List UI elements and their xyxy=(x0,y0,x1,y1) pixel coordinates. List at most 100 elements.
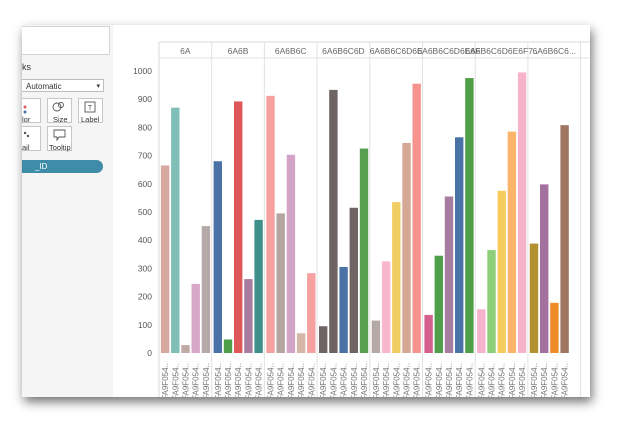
panel-header: 6A6B6C6D6E xyxy=(370,46,423,56)
x-tick-label: FA9F054.. xyxy=(350,363,359,397)
color-button[interactable] xyxy=(22,98,41,123)
x-tick-label: FA9F054.. xyxy=(360,363,369,397)
bar xyxy=(329,89,338,354)
size-button[interactable] xyxy=(47,98,72,123)
x-tick-label: FA9F054.. xyxy=(530,363,539,397)
y-tick-label: 400 xyxy=(138,235,152,245)
y-tick-label: 800 xyxy=(138,122,152,132)
bar xyxy=(477,309,486,353)
bar xyxy=(296,333,306,353)
bar xyxy=(244,279,253,353)
x-tick-label: FA9F054.. xyxy=(307,363,316,397)
bar xyxy=(276,213,285,353)
x-tick-label: FA9F054.. xyxy=(161,363,170,397)
x-tick-label: FA9F054.. xyxy=(435,363,444,397)
bar xyxy=(540,184,549,353)
marks-card-title: ks xyxy=(22,62,31,72)
y-tick-label: 300 xyxy=(138,263,152,273)
bar xyxy=(392,202,401,353)
x-tick-label: FA9F054.. xyxy=(329,363,338,397)
filters-shelf[interactable] xyxy=(22,26,110,55)
bar xyxy=(181,345,190,353)
size-icon xyxy=(52,102,64,112)
x-tick-label: FA9F054.. xyxy=(372,363,381,397)
x-tick-label: FA9F054.. xyxy=(182,363,191,397)
color-label: lor xyxy=(22,115,31,124)
bar xyxy=(465,78,474,354)
y-tick-label: 700 xyxy=(138,151,152,161)
bar xyxy=(359,148,369,353)
bar xyxy=(517,72,527,353)
x-tick-label: FA9F054.. xyxy=(425,363,434,397)
tooltip-icon xyxy=(53,129,66,142)
bar xyxy=(455,137,464,353)
tooltip-button[interactable] xyxy=(47,126,72,151)
bar xyxy=(560,125,569,353)
x-tick-label: FA9F054.. xyxy=(287,363,296,397)
bar xyxy=(201,226,211,353)
x-tick-label: FA9F054.. xyxy=(319,363,328,397)
detail-label: ail xyxy=(22,143,30,152)
bar xyxy=(319,326,328,353)
mark-type-dropdown[interactable]: Automatic ▾ xyxy=(22,79,104,92)
tooltip-label: Tooltip xyxy=(49,143,71,152)
x-tick-label: FA9F054.. xyxy=(244,363,253,397)
bar xyxy=(497,190,506,353)
bar xyxy=(402,142,411,353)
x-tick-label: FA9F054.. xyxy=(540,363,549,397)
x-tick-label: FA9F054.. xyxy=(224,363,233,397)
label-button[interactable]: T xyxy=(78,98,103,123)
x-tick-label: FA9F054.. xyxy=(202,363,211,397)
bar xyxy=(266,95,275,353)
x-tick-label: FA9F054.. xyxy=(465,363,474,397)
panel-header: 6A6B6C6D xyxy=(322,46,365,56)
y-tick-label: 200 xyxy=(138,292,152,302)
bar xyxy=(371,320,381,353)
svg-text:T: T xyxy=(88,105,93,112)
bar xyxy=(171,107,180,353)
detail-icon xyxy=(23,131,30,138)
x-tick-label: FA9F054.. xyxy=(413,363,422,397)
id-field-pill[interactable]: _ID xyxy=(22,160,103,173)
size-label: Size xyxy=(53,115,68,124)
y-tick-label: 1000 xyxy=(133,66,152,76)
color-dots-icon xyxy=(23,105,27,114)
x-tick-label: FA9F054.. xyxy=(508,363,517,397)
bar xyxy=(434,255,443,353)
y-tick-label: 0 xyxy=(147,348,152,358)
bar xyxy=(487,250,496,353)
bar xyxy=(507,131,517,353)
x-tick-label: FA9F054.. xyxy=(561,363,570,397)
bar xyxy=(412,83,421,353)
x-tick-label: FA9F054.. xyxy=(255,363,264,397)
y-tick-label: 100 xyxy=(138,320,152,330)
bar xyxy=(349,207,358,353)
x-tick-label: FA9F054.. xyxy=(171,363,180,397)
x-tick-label: FA9F054.. xyxy=(403,363,412,397)
chart-area: 0 100 200 300 400 500 600 700 800 900 1000 6A FA9F05… xyxy=(113,25,590,397)
detail-button[interactable] xyxy=(22,126,41,151)
bar-chart: 0 100 200 300 400 500 600 700 800 900 1000 6A FA9F05… xyxy=(133,41,590,397)
label-icon: T xyxy=(84,101,96,113)
panel-header: 6A xyxy=(180,46,191,56)
marks-panel: ks Automatic ▾ lor Size T Label xyxy=(22,25,114,397)
panel-header: 6A6B xyxy=(228,46,249,56)
x-tick-label: FA9F054.. xyxy=(234,363,243,397)
bar xyxy=(160,165,170,353)
x-tick-label: FA9F054.. xyxy=(518,363,527,397)
panel-header: 6A6B6C6D6E6F xyxy=(417,46,480,56)
x-tick-label: FA9F054.. xyxy=(455,363,464,397)
bar xyxy=(191,283,200,353)
bar xyxy=(381,261,391,353)
label-label: Label xyxy=(81,115,100,124)
x-tick-label: FA9F054.. xyxy=(214,363,223,397)
y-tick-label: 600 xyxy=(138,179,152,189)
y-tick-label: 900 xyxy=(138,94,152,104)
bar xyxy=(286,154,296,353)
x-tick-label: FA9F054.. xyxy=(392,363,401,397)
panel-header: 6A6B6C6... xyxy=(533,46,576,56)
bar xyxy=(339,266,348,353)
panel-header: 6A6B6C6D6E6F7.. xyxy=(465,46,537,56)
x-tick-label: FA9F054.. xyxy=(297,363,306,397)
x-tick-label: FA9F054.. xyxy=(498,363,507,397)
